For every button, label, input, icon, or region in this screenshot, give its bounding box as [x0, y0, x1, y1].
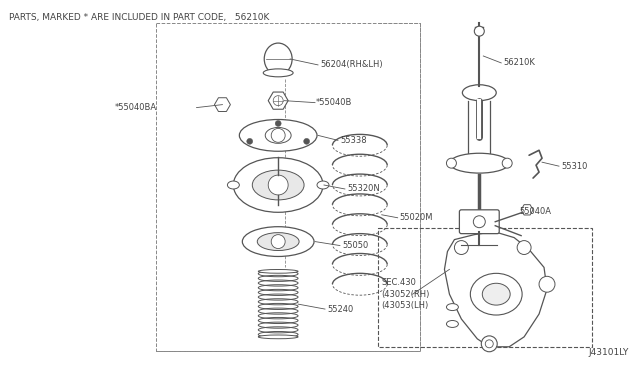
Text: 55240: 55240: [327, 305, 353, 314]
Circle shape: [502, 158, 512, 168]
Circle shape: [454, 241, 468, 254]
Circle shape: [273, 96, 283, 106]
FancyBboxPatch shape: [460, 210, 499, 234]
Ellipse shape: [470, 273, 522, 315]
Circle shape: [303, 138, 310, 144]
Ellipse shape: [252, 170, 304, 200]
Ellipse shape: [483, 283, 510, 305]
Bar: [378, 228, 592, 347]
Polygon shape: [444, 232, 547, 347]
Text: 55040A: 55040A: [519, 207, 551, 216]
Ellipse shape: [263, 69, 293, 77]
Ellipse shape: [243, 227, 314, 256]
Circle shape: [474, 26, 484, 36]
Circle shape: [539, 276, 555, 292]
Text: 55020M: 55020M: [399, 213, 433, 222]
Text: 56210K: 56210K: [503, 58, 535, 67]
Circle shape: [271, 235, 285, 248]
Text: 56204(RH&LH): 56204(RH&LH): [320, 60, 383, 70]
Text: 55050: 55050: [342, 241, 368, 250]
Ellipse shape: [239, 119, 317, 151]
Text: J43101LY: J43101LY: [588, 348, 628, 357]
Text: 55320N: 55320N: [347, 185, 380, 193]
Ellipse shape: [264, 43, 292, 75]
Circle shape: [474, 216, 485, 228]
Circle shape: [447, 158, 456, 168]
Circle shape: [247, 138, 253, 144]
Ellipse shape: [462, 85, 496, 101]
Ellipse shape: [227, 181, 239, 189]
Ellipse shape: [447, 304, 458, 311]
Text: 55338: 55338: [340, 136, 367, 145]
Ellipse shape: [259, 335, 298, 339]
Ellipse shape: [257, 232, 299, 250]
Bar: [156, 23, 420, 351]
Ellipse shape: [449, 153, 509, 173]
Ellipse shape: [447, 321, 458, 327]
Circle shape: [485, 340, 493, 348]
Circle shape: [517, 241, 531, 254]
Text: 55310: 55310: [561, 162, 588, 171]
Text: PARTS, MARKED * ARE INCLUDED IN PART CODE,   56210K: PARTS, MARKED * ARE INCLUDED IN PART COD…: [10, 13, 269, 22]
Circle shape: [268, 175, 288, 195]
Ellipse shape: [317, 181, 329, 189]
Ellipse shape: [234, 158, 323, 212]
Circle shape: [481, 336, 497, 352]
Text: *55040BA: *55040BA: [115, 103, 157, 112]
Ellipse shape: [259, 269, 298, 273]
Circle shape: [271, 128, 285, 142]
Text: SEC.430
(43052(RH)
(43053(LH): SEC.430 (43052(RH) (43053(LH): [381, 278, 430, 311]
Ellipse shape: [265, 128, 291, 143]
Circle shape: [275, 121, 281, 126]
Text: *55040B: *55040B: [316, 98, 353, 107]
